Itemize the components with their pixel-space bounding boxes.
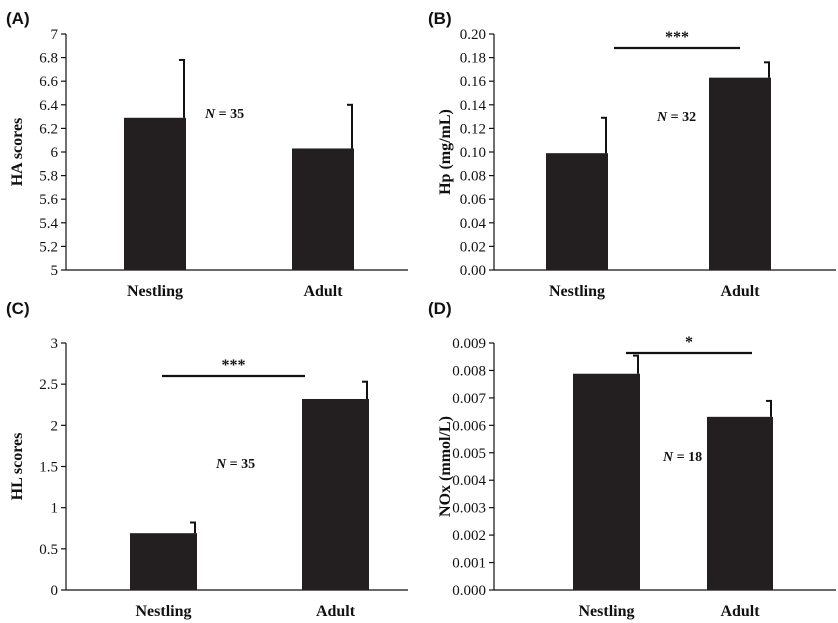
bar [707, 416, 773, 590]
significance-marker: *** [222, 357, 246, 374]
sample-size-value: = 32 [667, 110, 696, 125]
sample-size-value: = 35 [215, 107, 244, 122]
bar [130, 533, 197, 590]
y-axis-title: HL scores [9, 433, 26, 501]
category-label: Nestling [127, 283, 183, 300]
y-tick-label: 0.00 [460, 263, 486, 279]
y-axis-title: HA scores [9, 118, 26, 187]
panel-label: (D) [428, 299, 452, 318]
sample-size-symbol: N [215, 457, 227, 472]
y-tick-label: 0.14 [460, 98, 487, 114]
chart-panel: (A) 5 5.2 5.4 5.6 5.8 6 6.2 6.4 6.6 6.8 7 HA scores N… [6, 9, 408, 300]
y-tick-label: 6.8 [39, 51, 58, 67]
category-label: Adult [303, 283, 343, 300]
y-tick-label: 1 [51, 501, 59, 517]
category-label: Nestling [579, 603, 635, 620]
y-tick-label: 0.009 [452, 336, 486, 352]
category-label: Adult [720, 283, 760, 300]
y-tick-label: 0.5 [39, 542, 58, 558]
y-tick-label: 6.2 [39, 121, 58, 137]
y-tick-label: 6.6 [39, 74, 58, 90]
chart-panel: (D) 0.000 0.001 0.002 0.003 0.004 0.005 0.006 0.… [428, 299, 836, 620]
significance-marker: *** [665, 29, 689, 46]
y-tick-label: 0.006 [452, 418, 486, 434]
significance-marker: * [685, 334, 693, 351]
y-tick-label: 0.001 [452, 556, 486, 572]
y-tick-label: 0.008 [452, 363, 486, 379]
y-tick-label: 6 [51, 145, 59, 161]
sample-size-symbol: N [662, 450, 674, 465]
bar [302, 398, 369, 590]
y-tick-label: 0.000 [452, 583, 486, 599]
y-tick-label: 5 [51, 263, 59, 279]
y-tick-label: 0.08 [460, 169, 486, 185]
y-tick-label: 0.002 [452, 528, 486, 544]
category-label: Nestling [549, 283, 605, 300]
y-tick-label: 0.12 [460, 121, 486, 137]
bar [124, 117, 186, 270]
panel-label: (C) [6, 299, 30, 318]
sample-size-symbol: N [656, 110, 668, 125]
y-axis-title: Hp (mg/mL) [437, 109, 454, 195]
y-tick-label: 0.06 [460, 192, 487, 208]
chart-panel: (C) 0 0.5 1 1.5 2 2.5 3 HL scores Nestling Adult N … [6, 299, 408, 620]
sample-size-label: N = 32 [656, 110, 696, 125]
y-tick-label: 0.10 [460, 145, 486, 161]
y-tick-label: 5.4 [39, 216, 58, 232]
y-tick-label: 0.02 [460, 239, 486, 255]
chart-panel: (B) 0.00 0.02 0.04 0.06 0.08 0.10 0.12 0.14 0.16 0… [428, 9, 836, 300]
y-tick-label: 0 [51, 583, 59, 599]
y-tick-label: 5.2 [39, 239, 58, 255]
y-tick-label: 5.8 [39, 169, 58, 185]
y-tick-label: 6.4 [39, 98, 58, 114]
y-tick-label: 2.5 [39, 377, 58, 393]
bar [292, 148, 354, 270]
y-tick-label: 5.6 [39, 192, 58, 208]
panel-label: (B) [428, 9, 452, 28]
y-tick-label: 7 [51, 27, 59, 43]
panel-label: (A) [6, 9, 30, 28]
sample-size-label: N = 18 [662, 450, 702, 465]
y-tick-label: 0.16 [460, 74, 487, 90]
category-label: Nestling [136, 603, 192, 620]
y-tick-label: 2 [51, 418, 59, 434]
y-tick-label: 0.20 [460, 27, 486, 43]
bar [546, 153, 608, 270]
category-label: Adult [720, 603, 760, 620]
y-tick-label: 0.005 [452, 446, 486, 462]
sample-size-label: N = 35 [204, 107, 244, 122]
bar [573, 373, 640, 590]
bar [709, 77, 771, 270]
sample-size-symbol: N [204, 107, 216, 122]
y-tick-label: 0.18 [460, 51, 486, 67]
sample-size-value: = 18 [673, 450, 702, 465]
y-tick-label: 0.04 [460, 216, 487, 232]
y-tick-label: 0.004 [452, 473, 486, 489]
sample-size-value: = 35 [226, 457, 255, 472]
y-tick-label: 3 [51, 336, 59, 352]
y-tick-label: 1.5 [39, 460, 58, 476]
y-axis-title: NOx (mmol/L) [437, 416, 454, 517]
y-tick-label: 0.007 [452, 391, 486, 407]
y-tick-label: 0.003 [452, 501, 486, 517]
sample-size-label: N = 35 [215, 457, 255, 472]
category-label: Adult [316, 603, 356, 620]
